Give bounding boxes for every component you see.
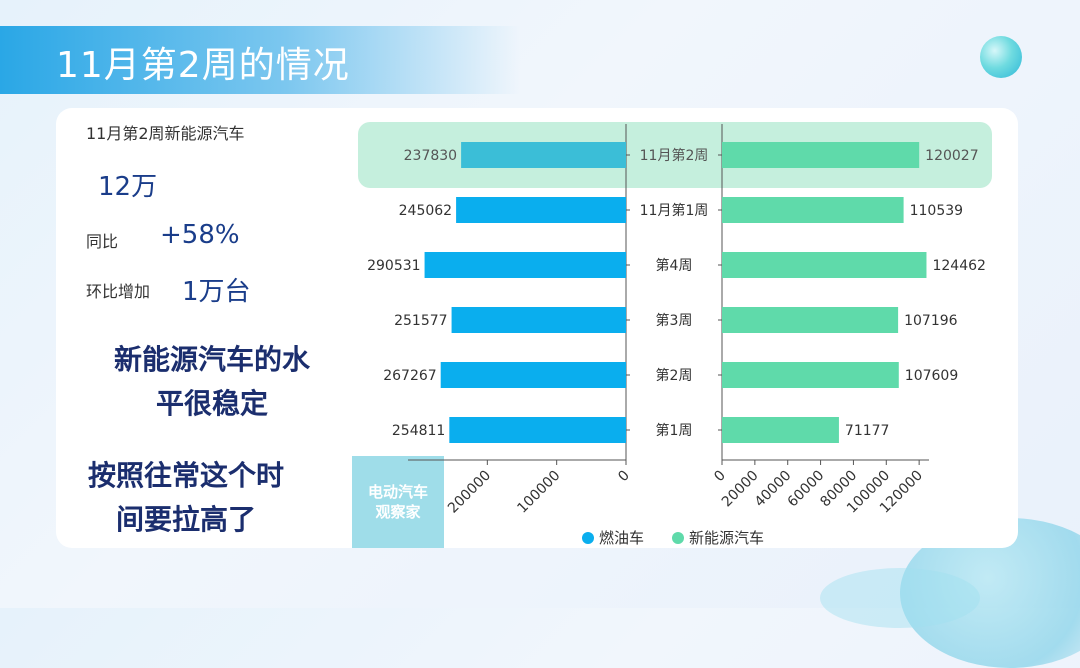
- nev-data-label: 120027: [925, 148, 978, 164]
- mom-label: 环比增加: [86, 282, 151, 301]
- nev-bar: [722, 197, 904, 223]
- slide-title: 11月第2周的情况: [56, 45, 350, 86]
- legend-label-fuel: 燃油车: [599, 529, 644, 547]
- nev-bar: [722, 307, 899, 333]
- title-banner: [0, 26, 520, 94]
- fuel-data-label: 237830: [404, 148, 457, 164]
- yoy-label: 同比: [86, 232, 119, 251]
- fuel-tick-label: 100000: [514, 468, 563, 517]
- summary-subtitle: 11月第2周新能源汽车: [86, 124, 245, 143]
- nev-bar: [722, 362, 899, 388]
- nev-tick-label: 0: [711, 468, 729, 486]
- nev-data-label: 107609: [905, 368, 958, 384]
- nev-bar: [722, 252, 927, 278]
- fuel-bar: [424, 252, 626, 278]
- category-label: 第2周: [656, 367, 693, 384]
- legend-swatch-nev: [672, 532, 684, 544]
- fuel-bar: [456, 197, 626, 223]
- fuel-data-label: 251577: [394, 313, 447, 329]
- watermark-line: 观察家: [375, 503, 421, 521]
- nev-bar: [722, 417, 839, 443]
- nev-bar: [722, 142, 920, 168]
- yoy-value: +58%: [160, 220, 240, 250]
- watermark-logo: 电动汽车 观察家: [352, 456, 444, 548]
- nev-data-label: 107196: [904, 313, 958, 329]
- nev-data-label: 71177: [845, 423, 890, 439]
- category-label: 第1周: [656, 422, 693, 439]
- mom-value: 1万台: [182, 277, 251, 307]
- summary-panel: 11月第2周新能源汽车 12万 同比 +58% 环比增加 1万台 新能源汽车的水…: [56, 108, 356, 548]
- trend-note-line: 按照往常这个时: [87, 459, 284, 492]
- fuel-data-label: 254811: [392, 423, 445, 439]
- stability-note-line: 新能源汽车的水: [113, 343, 310, 376]
- fuel-data-label: 290531: [367, 258, 420, 274]
- category-label: 第4周: [656, 257, 693, 274]
- trend-note-line: 间要拉高了: [115, 503, 256, 536]
- legend-swatch-fuel: [582, 532, 594, 544]
- background-blob-small: [820, 568, 980, 628]
- fuel-bar: [461, 142, 626, 168]
- fuel-data-label: 245062: [399, 203, 452, 219]
- butterfly-bar-chart: 237830 120027 11月第2周 245062 110539 11月第1周 2905…: [358, 122, 992, 547]
- content-card: 11月第2周新能源汽车 12万 同比 +58% 环比增加 1万台 新能源汽车的水…: [56, 108, 1018, 548]
- fuel-data-label: 267267: [383, 368, 436, 384]
- fuel-bar: [440, 362, 626, 388]
- nev-data-label: 110539: [910, 203, 963, 219]
- stability-note: 新能源汽车的水 平很稳定: [82, 338, 342, 426]
- decorative-ball: [980, 36, 1022, 78]
- category-label: 第3周: [656, 312, 693, 329]
- nev-data-label: 124462: [932, 258, 985, 274]
- fuel-bar: [449, 417, 626, 443]
- fuel-bar: [451, 307, 626, 333]
- category-label: 11月第1周: [640, 202, 709, 219]
- stability-note-line: 平很稳定: [155, 387, 268, 420]
- category-label: 11月第2周: [640, 147, 709, 164]
- watermark-line: 电动汽车: [367, 483, 428, 501]
- highlight-band: [358, 122, 992, 188]
- legend-label-nev: 新能源汽车: [689, 529, 764, 547]
- weekly-total: 12万: [98, 172, 158, 202]
- fuel-tick-label: 0: [615, 468, 633, 486]
- fuel-tick-label: 200000: [445, 468, 494, 517]
- trend-note: 按照往常这个时 间要拉高了: [56, 454, 316, 542]
